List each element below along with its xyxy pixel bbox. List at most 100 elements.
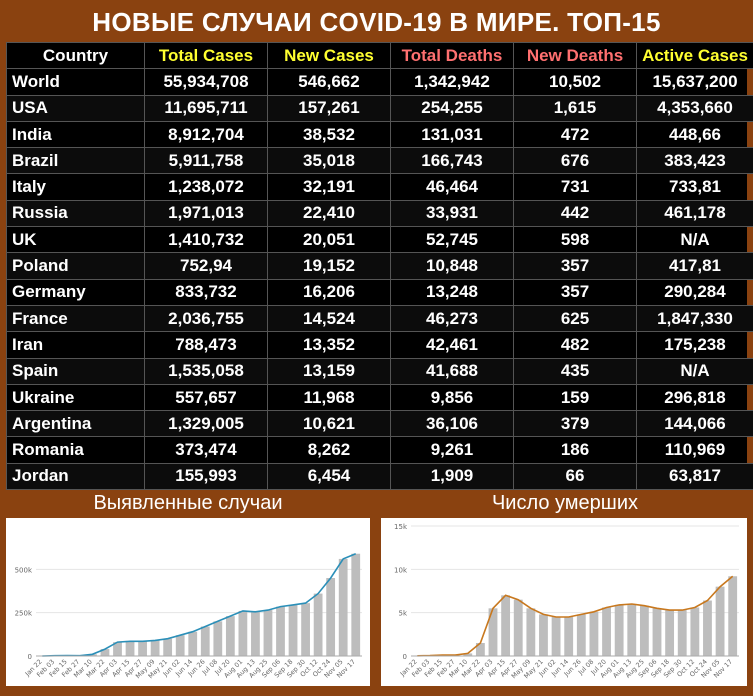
table-row: Spain 1,535,058 13,159 41,688 435 N/A [6, 357, 753, 385]
bar [677, 610, 687, 656]
cell-total-cases: 1,971,013 [144, 199, 268, 228]
cell-total-deaths: 1,909 [390, 462, 514, 491]
cell-total-deaths: 131,031 [390, 120, 514, 149]
cell-country: India [6, 120, 145, 149]
bar [338, 558, 348, 656]
cell-new-cases: 8,262 [267, 436, 391, 464]
cell-active-cases: 63,817 [636, 462, 753, 491]
y-tick-label: 15k [394, 523, 408, 531]
trend-line [42, 552, 357, 657]
cell-new-cases: 546,662 [267, 68, 391, 96]
bar [576, 614, 586, 656]
header-country: Country [6, 41, 145, 70]
cell-country: Poland [6, 252, 145, 280]
y-tick-label: 10k [394, 566, 408, 574]
cell-country: Spain [6, 357, 145, 385]
bar [539, 614, 548, 656]
cell-new-deaths: 357 [513, 278, 637, 306]
cell-country: Argentina [6, 410, 145, 438]
bar [627, 604, 637, 656]
table-row: Ukraine 557,657 11,968 9,856 159 296,818 [6, 383, 753, 412]
cell-active-cases: 144,066 [636, 410, 753, 438]
bar [488, 608, 498, 656]
deaths-chart-title: Число умерших [491, 492, 639, 514]
header-new-cases: New Cases [267, 41, 391, 70]
bar [313, 593, 323, 656]
cell-new-cases: 13,159 [267, 357, 391, 385]
bar [652, 608, 662, 656]
bar [665, 610, 675, 656]
cell-active-cases: 1,847,330 [636, 304, 753, 333]
bar [526, 608, 536, 656]
cell-new-cases: 14,524 [267, 304, 391, 333]
cell-total-deaths: 1,342,942 [390, 68, 514, 96]
bar [113, 642, 122, 656]
cell-total-deaths: 42,461 [390, 331, 514, 359]
cell-total-cases: 752,94 [144, 252, 268, 280]
cell-new-cases: 157,261 [267, 94, 391, 122]
cell-total-cases: 8,912,704 [144, 120, 268, 149]
header-active-cases: Active Cases [636, 41, 753, 70]
table-row: World 55,934,708 546,662 1,342,942 10,502 15,… [6, 68, 753, 96]
bar [238, 610, 248, 656]
cell-total-deaths: 46,464 [390, 173, 514, 201]
bar [551, 617, 561, 656]
table-row: Brazil 5,911,758 35,018 166,743 676 383,423 [6, 147, 753, 175]
cell-total-cases: 833,732 [144, 278, 268, 306]
cell-active-cases: 383,423 [636, 147, 753, 175]
cell-active-cases: 290,284 [636, 278, 753, 306]
cell-country: Russia [6, 199, 145, 228]
bar [175, 635, 185, 656]
cell-total-cases: 557,657 [144, 383, 268, 412]
cell-total-cases: 373,474 [144, 436, 268, 464]
cell-active-cases: 461,178 [636, 199, 753, 228]
cases-chart-panel: 0 250k 500k Jan 22 Feb 03 Feb 15 Feb 27 Mar 10 M… [6, 518, 370, 686]
bar [125, 641, 135, 656]
cell-new-deaths: 598 [513, 226, 637, 254]
y-tick-label: 0 [403, 653, 407, 661]
page-title: НОВЫЕ СЛУЧАИ COVID-19 В МИРЕ. ТОП-15 [92, 7, 661, 37]
deaths-chart-box: Число умерших 0 5k 10k 15k Jan 22 Feb 03 Feb 1… [377, 490, 753, 696]
cell-total-deaths: 33,931 [390, 199, 514, 228]
bar [150, 640, 160, 656]
bar [703, 600, 712, 656]
bar [100, 649, 110, 656]
cell-country: Ukraine [6, 383, 145, 412]
covid-table: Country Total Cases New Cases Total Deaths N… [6, 41, 753, 491]
cell-total-cases: 1,410,732 [144, 226, 268, 254]
bar [639, 605, 649, 656]
cell-new-deaths: 731 [513, 173, 637, 201]
y-tick-label: 500k [15, 566, 33, 574]
header-total-cases: Total Cases [144, 41, 268, 70]
cell-new-deaths: 379 [513, 410, 637, 438]
cell-new-cases: 38,532 [267, 120, 391, 149]
cell-new-cases: 19,152 [267, 252, 391, 280]
cell-total-deaths: 46,273 [390, 304, 514, 333]
cases-chart-title: Выявленные случаи [93, 492, 283, 514]
y-tick-label: 5k [398, 610, 407, 618]
bar [614, 604, 624, 656]
table-row: Iran 788,473 13,352 42,461 482 175,238 [6, 331, 753, 359]
cell-active-cases: 448,66 [636, 120, 753, 149]
bar [501, 595, 511, 656]
cell-new-cases: 10,621 [267, 410, 391, 438]
table-header-row: Country Total Cases New Cases Total Deaths N… [6, 41, 753, 70]
table-row: Romania 373,474 8,262 9,261 186 110,969 [6, 436, 753, 464]
cell-total-cases: 1,535,058 [144, 357, 268, 385]
cell-country: UK [6, 226, 145, 254]
bar [88, 654, 97, 656]
cell-total-deaths: 13,248 [390, 278, 514, 306]
cell-total-deaths: 9,856 [390, 383, 514, 412]
bar [564, 617, 574, 656]
header-total-deaths: Total Deaths [390, 41, 514, 70]
cell-new-cases: 11,968 [267, 383, 391, 412]
bar [715, 586, 725, 656]
bar [728, 576, 738, 656]
bar [138, 641, 147, 656]
cell-new-deaths: 442 [513, 199, 637, 228]
cell-new-deaths: 435 [513, 357, 637, 385]
table-row: France 2,036,755 14,524 46,273 625 1,847,330 [6, 304, 753, 333]
bar [463, 653, 473, 656]
cell-new-cases: 22,410 [267, 199, 391, 228]
